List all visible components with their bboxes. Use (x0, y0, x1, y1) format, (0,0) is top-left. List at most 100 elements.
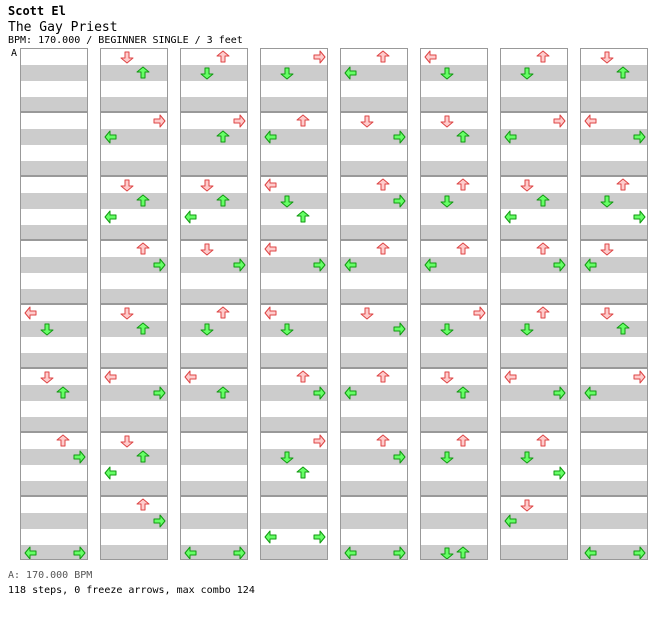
beat-stripe (261, 417, 327, 431)
up-arrow-icon (536, 194, 550, 208)
right-arrow-icon (72, 546, 86, 559)
left-arrow-icon (264, 130, 278, 144)
beat-stripe (581, 385, 647, 401)
beat-stripe (101, 417, 167, 431)
down-arrow-icon (440, 370, 454, 384)
left-arrow-icon (584, 258, 598, 272)
beat-stripe (421, 97, 487, 111)
measure (340, 48, 408, 112)
beat-stripe (21, 481, 87, 495)
beat-stripe (261, 257, 327, 273)
measure (20, 304, 88, 368)
left-arrow-icon (184, 546, 198, 559)
measure (260, 176, 328, 240)
beat-stripe (341, 385, 407, 401)
right-arrow-icon (392, 130, 406, 144)
left-arrow-icon (344, 546, 358, 559)
beat-stripe (501, 97, 567, 111)
measure (500, 432, 568, 496)
beat-stripe (101, 449, 167, 465)
up-arrow-icon (136, 66, 150, 80)
up-arrow-icon (456, 386, 470, 400)
measure (260, 432, 328, 496)
right-arrow-icon (632, 546, 646, 559)
beat-stripe (101, 385, 167, 401)
beat-stripe (501, 417, 567, 431)
measure (260, 496, 328, 560)
right-arrow-icon (632, 370, 646, 384)
beat-stripe (581, 321, 647, 337)
left-arrow-icon (24, 546, 38, 559)
right-arrow-icon (392, 546, 406, 559)
beat-stripe (501, 385, 567, 401)
up-arrow-icon (216, 194, 230, 208)
measure (420, 112, 488, 176)
down-arrow-icon (120, 178, 134, 192)
left-arrow-icon (264, 530, 278, 544)
measure (20, 48, 88, 112)
artist-name: Scott El (8, 4, 66, 18)
beat-stripe (581, 97, 647, 111)
beat-stripe (501, 449, 567, 465)
left-arrow-icon (424, 258, 438, 272)
down-arrow-icon (360, 114, 374, 128)
right-arrow-icon (392, 450, 406, 464)
beat-stripe (341, 545, 407, 559)
beat-stripe (21, 353, 87, 367)
down-arrow-icon (600, 50, 614, 64)
beat-stripe (581, 449, 647, 465)
down-arrow-icon (120, 434, 134, 448)
measure (20, 432, 88, 496)
beat-stripe (341, 225, 407, 239)
up-arrow-icon (536, 242, 550, 256)
beat-stripe (501, 65, 567, 81)
right-arrow-icon (152, 514, 166, 528)
right-arrow-icon (312, 258, 326, 272)
measure (420, 176, 488, 240)
beat-stripe (421, 65, 487, 81)
measure (180, 496, 248, 560)
measure (100, 176, 168, 240)
beat-stripe (341, 97, 407, 111)
up-arrow-icon (136, 194, 150, 208)
left-arrow-icon (584, 546, 598, 559)
beat-stripe (501, 353, 567, 367)
up-arrow-icon (616, 322, 630, 336)
measure (100, 48, 168, 112)
beat-stripe (261, 481, 327, 495)
up-arrow-icon (296, 114, 310, 128)
measure (420, 240, 488, 304)
measure (420, 304, 488, 368)
right-arrow-icon (152, 114, 166, 128)
left-arrow-icon (504, 370, 518, 384)
beat-stripe (181, 257, 247, 273)
left-arrow-icon (504, 130, 518, 144)
up-arrow-icon (56, 386, 70, 400)
measure (420, 368, 488, 432)
up-arrow-icon (136, 242, 150, 256)
right-arrow-icon (552, 258, 566, 272)
beat-stripe (581, 417, 647, 431)
beat-stripe (21, 65, 87, 81)
beat-stripe (261, 289, 327, 303)
right-arrow-icon (152, 386, 166, 400)
left-arrow-icon (344, 258, 358, 272)
up-arrow-icon (456, 130, 470, 144)
beat-stripe (261, 161, 327, 175)
up-arrow-icon (216, 130, 230, 144)
beat-stripe (261, 385, 327, 401)
beat-stripe (341, 321, 407, 337)
beat-stripe (181, 225, 247, 239)
beat-stripe (101, 161, 167, 175)
beat-stripe (421, 545, 487, 559)
beat-stripe (421, 129, 487, 145)
beat-stripe (421, 225, 487, 239)
beat-stripe (581, 161, 647, 175)
down-arrow-icon (600, 306, 614, 320)
beat-stripe (21, 289, 87, 303)
right-arrow-icon (232, 114, 246, 128)
down-arrow-icon (440, 322, 454, 336)
left-arrow-icon (504, 210, 518, 224)
beat-stripe (341, 353, 407, 367)
down-arrow-icon (520, 498, 534, 512)
